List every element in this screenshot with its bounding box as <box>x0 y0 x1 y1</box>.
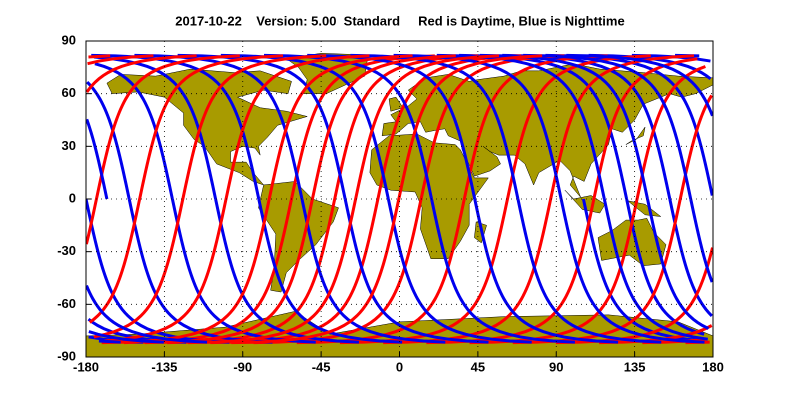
day-track <box>123 54 435 345</box>
night-track <box>86 81 131 200</box>
landmass <box>86 311 713 357</box>
x-tick-label: 135 <box>624 359 646 374</box>
day-track <box>210 54 522 345</box>
day-track <box>167 54 479 345</box>
axes: -180 -135 -90 -45 0 45 90 135 180 -90 -60 -30 0 30 60 9… <box>57 32 724 374</box>
y-tick-label: 90 <box>62 32 76 47</box>
chart-title: 2017-10-22 Version: 5.00 Standard Red is… <box>175 13 624 28</box>
landmass <box>258 181 339 293</box>
day-track <box>104 54 370 343</box>
night-track <box>88 330 164 344</box>
night-track <box>646 198 710 330</box>
night-track <box>559 198 705 344</box>
day-track <box>188 54 500 345</box>
day-track <box>87 54 154 66</box>
y-tick-label: 0 <box>69 190 76 205</box>
night-track <box>436 53 606 200</box>
x-tick-label: 0 <box>396 359 403 374</box>
day-track <box>231 54 543 345</box>
y-tick-label: -60 <box>57 296 76 311</box>
x-tick-label: 180 <box>702 359 724 374</box>
y-tick-label: -90 <box>57 348 76 363</box>
ground-tracks <box>86 53 713 345</box>
night-track <box>479 53 649 200</box>
night-track <box>473 198 619 344</box>
night-track <box>566 53 713 117</box>
day-track <box>88 54 111 59</box>
day-track <box>144 54 456 345</box>
x-tick-label: -180 <box>73 359 99 374</box>
day-track <box>86 54 240 245</box>
x-tick-label: -90 <box>233 359 252 374</box>
day-track <box>88 54 284 324</box>
day-track <box>93 54 327 339</box>
night-track <box>602 198 709 341</box>
y-tick-label: 30 <box>62 138 76 153</box>
x-tick-label: -135 <box>151 359 177 374</box>
y-tick-label: 60 <box>62 85 76 100</box>
day-track <box>296 54 608 345</box>
day-track <box>383 54 695 345</box>
day-track <box>339 54 651 345</box>
night-track <box>689 198 713 283</box>
night-track <box>86 284 208 344</box>
day-track <box>86 54 197 93</box>
night-track <box>430 198 575 344</box>
day-track <box>469 65 706 345</box>
night-track <box>86 118 109 200</box>
night-track <box>516 198 662 344</box>
land <box>86 53 713 357</box>
x-tick-label: 90 <box>549 359 563 374</box>
landmass <box>388 96 404 112</box>
day-track <box>253 54 565 345</box>
night-track <box>98 339 121 344</box>
y-tick-label: -30 <box>57 243 76 258</box>
night-track <box>93 55 218 200</box>
night-track <box>393 53 563 200</box>
plot-frame <box>85 40 714 358</box>
day-track <box>101 54 413 345</box>
x-tick-label: -45 <box>312 359 331 374</box>
night-track <box>668 198 713 317</box>
night-track <box>523 53 693 200</box>
x-tick-label: 45 <box>471 359 485 374</box>
landmass <box>106 68 309 186</box>
day-track <box>599 324 713 345</box>
